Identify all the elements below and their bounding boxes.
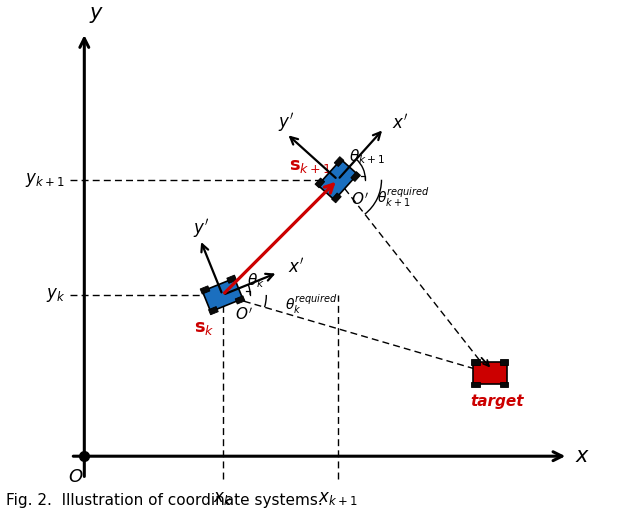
Bar: [332, 193, 341, 203]
Text: $y'$: $y'$: [278, 111, 294, 134]
Text: $\mathbf{s}_k$: $\mathbf{s}_k$: [194, 319, 214, 337]
Text: $x'$: $x'$: [392, 113, 408, 132]
Text: $\theta_k^{required}$: $\theta_k^{required}$: [285, 292, 337, 316]
Bar: [235, 296, 245, 304]
Text: $O$: $O$: [68, 467, 84, 485]
Text: $\theta_{k+1}^{required}$: $\theta_{k+1}^{required}$: [377, 185, 429, 209]
Bar: [471, 382, 479, 387]
Bar: [209, 307, 218, 315]
Bar: [315, 178, 324, 188]
Bar: [200, 286, 210, 294]
Bar: [227, 275, 237, 283]
Text: $\theta_{k+1}$: $\theta_{k+1}$: [349, 147, 385, 166]
Text: $O'$: $O'$: [351, 191, 369, 208]
Text: $x_k$: $x_k$: [213, 489, 232, 507]
Bar: [334, 156, 344, 167]
Text: $y'$: $y'$: [193, 218, 209, 241]
Bar: [471, 359, 479, 365]
Text: $x_{k+1}$: $x_{k+1}$: [318, 489, 358, 507]
Text: $\theta_k$: $\theta_k$: [246, 271, 264, 290]
Text: $y$: $y$: [89, 5, 104, 25]
Bar: [318, 160, 358, 200]
Bar: [351, 171, 360, 182]
Bar: [472, 362, 507, 384]
Text: $O'$: $O'$: [236, 307, 253, 323]
Text: $y_{k+1}$: $y_{k+1}$: [26, 171, 65, 189]
Text: $\mathbf{s}_{k+1}$: $\mathbf{s}_{k+1}$: [289, 156, 332, 174]
Text: target: target: [470, 394, 524, 409]
Bar: [500, 382, 508, 387]
Text: Fig. 2.  Illustration of coordinate systems.: Fig. 2. Illustration of coordinate syste…: [6, 493, 323, 508]
Text: $x'$: $x'$: [288, 258, 305, 277]
Bar: [202, 278, 243, 312]
Bar: [500, 359, 508, 365]
Text: $y_k$: $y_k$: [45, 286, 65, 304]
Text: $x$: $x$: [575, 446, 590, 466]
